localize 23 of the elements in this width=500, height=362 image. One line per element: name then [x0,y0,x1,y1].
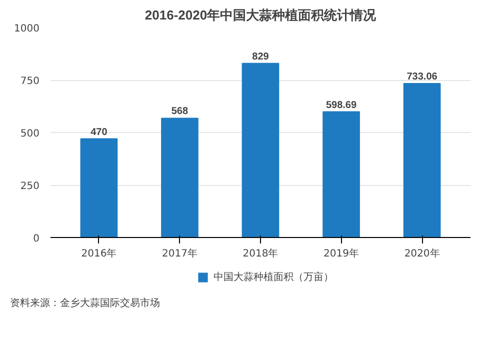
data-label: 733.06 [406,72,438,83]
bar [80,138,118,238]
x-tick-label: 2016年 [81,248,117,260]
bar [403,83,441,238]
x-tick-label: 2017年 [162,248,198,260]
bar [322,111,360,238]
chart-title: 2016-2020年中国大蒜种植面积统计情况 [144,8,378,22]
data-label: 598.69 [326,100,357,111]
x-tick-label: 2018年 [242,248,278,260]
data-label: 470 [90,126,108,138]
data-label: 829 [252,51,270,62]
y-tick-label: 750 [20,76,40,87]
text: 资料来源：金乡大蒜国际交易市场 [10,297,160,311]
y-tick-label: 250 [20,181,40,192]
y-tick-label: 0 [33,234,40,244]
legend-label: 中国大蒜种植面积（万亩） [214,270,334,284]
y-tick-label: 500 [20,128,40,140]
data-label: 568 [171,106,189,118]
bar [161,118,198,238]
x-tick-label: 2020年 [404,248,440,260]
y-tick-label: 1000 [14,24,40,34]
bar [242,62,280,238]
x-tick-label: 2019年 [324,248,359,260]
